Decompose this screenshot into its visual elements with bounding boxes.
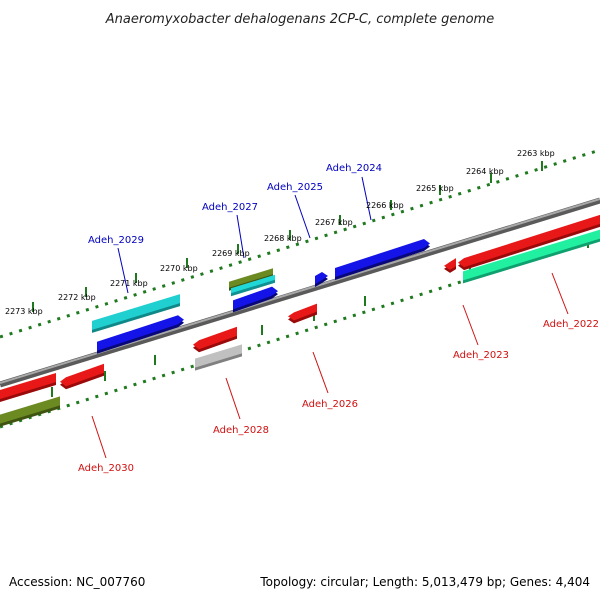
gene-feature-adeh_2026[interactable] (288, 303, 317, 324)
gene-label-adeh_2030[interactable]: Adeh_2030 (78, 463, 134, 474)
gene-feature-adeh_2023[interactable] (444, 258, 456, 273)
leader-adeh_2023 (462, 304, 479, 346)
gene-label-adeh_2023[interactable]: Adeh_2023 (453, 350, 509, 361)
scale-tick-label-2263: 2263 kbp (517, 149, 555, 158)
gene-feature-adeh_2029[interactable] (97, 315, 184, 354)
leader-adeh_2027 (236, 214, 245, 259)
gene-label-adeh_2024[interactable]: Adeh_2024 (326, 163, 382, 174)
leader-adeh_2028 (225, 377, 241, 420)
gene-label-adeh_2027[interactable]: Adeh_2027 (202, 202, 258, 213)
genome-backbone (0, 197, 600, 388)
gene-feature-adeh_2030-cds[interactable] (0, 372, 56, 403)
gene-label-adeh_2026[interactable]: Adeh_2026 (302, 399, 358, 410)
scale-tick-label-2268: 2268 kbp (264, 234, 302, 243)
scale-tick-label-2272: 2272 kbp (58, 293, 96, 302)
leader-adeh_2022 (551, 272, 569, 315)
gene-labels: 2263 kbp 2264 kbp 2265 kbp 2266 kbp 2267 kbp… (5, 149, 599, 474)
gene-label-adeh_2022[interactable]: Adeh_2022 (543, 319, 599, 330)
gene-label-adeh_2025[interactable]: Adeh_2025 (267, 182, 323, 193)
gene-feature-adeh_2025[interactable] (315, 272, 328, 287)
gene-feature-adeh_2027[interactable] (233, 286, 278, 313)
gene-feature-adeh_2024[interactable] (335, 239, 430, 280)
genome-summary-text: Topology: circular; Length: 5,013,479 bp… (260, 575, 590, 589)
scale-tick-label-2270: 2270 kbp (160, 264, 198, 273)
scale-tick-label-2266: 2266 kbp (366, 201, 404, 210)
gene-label-adeh_2029[interactable]: Adeh_2029 (88, 235, 144, 246)
gene-feature-adeh_2028-rna[interactable] (193, 326, 237, 353)
leader-adeh_2030 (91, 415, 107, 459)
map-title: Anaeromyxobacter dehalogenans 2CP-C, com… (105, 12, 494, 27)
leader-adeh_2024 (361, 176, 372, 221)
leader-adeh_2029 (117, 247, 129, 294)
scale-tick-label-2273: 2273 kbp (5, 307, 43, 316)
accession-text: Accession: NC_007760 (9, 575, 146, 589)
gene-label-adeh_2028[interactable]: Adeh_2028 (213, 425, 269, 436)
scale-tick-label-2271: 2271 kbp (110, 279, 148, 288)
gene-feature-adeh_2029-a[interactable] (92, 294, 180, 333)
gene-features (0, 214, 600, 427)
leader-adeh_2025 (294, 194, 311, 239)
gene-feature-adeh_2030-rna[interactable] (60, 363, 104, 390)
leader-adeh_2026 (312, 351, 329, 394)
gene-leader-lines (91, 176, 569, 459)
gene-feature-adeh_2028[interactable] (195, 344, 242, 371)
gene-feature-adeh_2022-cds[interactable] (463, 229, 600, 284)
gene-feature-adeh_2027-b[interactable] (231, 274, 275, 297)
scale-tick-label-2269: 2269 kbp (212, 249, 250, 258)
scale-tick-label-2264: 2264 kbp (466, 167, 504, 176)
gene-feature-adeh_2030[interactable] (0, 396, 60, 427)
scale-tick-label-2267: 2267 kbp (315, 218, 353, 227)
scale-tick-label-2265: 2265 kbp (416, 184, 454, 193)
gene-feature-adeh_2022-rna[interactable] (458, 214, 600, 271)
